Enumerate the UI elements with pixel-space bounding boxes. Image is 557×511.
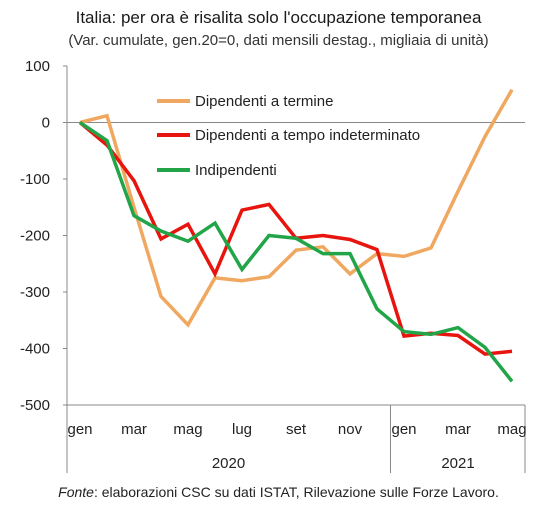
legend-label-3: Indipendenti [195,162,277,179]
x-tick-label: set [286,421,307,438]
series-line-1 [79,88,514,328]
x-tick-label: nov [338,421,363,438]
legend-label-1: Dipendenti a termine [195,93,333,110]
y-tick-label: -200 [20,228,50,245]
chart-title: Italia: per ora è risalita solo l'occupa… [75,8,482,27]
source-text: : elaborazioni CSC su dati ISTAT, Rileva… [93,484,499,500]
y-tick-label: 100 [25,58,50,75]
y-tick-label: -100 [20,171,50,188]
x-tick-label: mar [445,421,471,438]
chart-subtitle: (Var. cumulate, gen.20=0, dati mensili d… [68,32,489,49]
year-label: 2020 [212,455,245,472]
y-tick-label: -400 [20,341,50,358]
x-tick-label: mag [173,421,202,438]
x-tick-label: gen [67,421,92,438]
source-note: Fonte: elaborazioni CSC su dati ISTAT, R… [0,484,557,500]
y-tick-label: -500 [20,397,50,414]
y-tick-label: -300 [20,284,50,301]
x-tick-label: mag [497,421,526,438]
series-layer [78,88,514,383]
x-tick-label: mar [121,421,147,438]
year-label: 2021 [441,455,474,472]
y-tick-label: 0 [42,115,50,132]
source-label: Fonte [58,484,94,500]
series-line-3 [79,121,514,383]
chart-axes: 100 0 -100 -200 -300 -400 -500 gen mar mag lug set n… [20,58,527,473]
x-tick-label: gen [391,421,416,438]
chart-legend: Dipendenti a termine Dipendenti a tempo i… [157,93,420,179]
x-tick-label: lug [232,421,252,438]
legend-label-2: Dipendenti a tempo indeterminato [195,127,420,144]
